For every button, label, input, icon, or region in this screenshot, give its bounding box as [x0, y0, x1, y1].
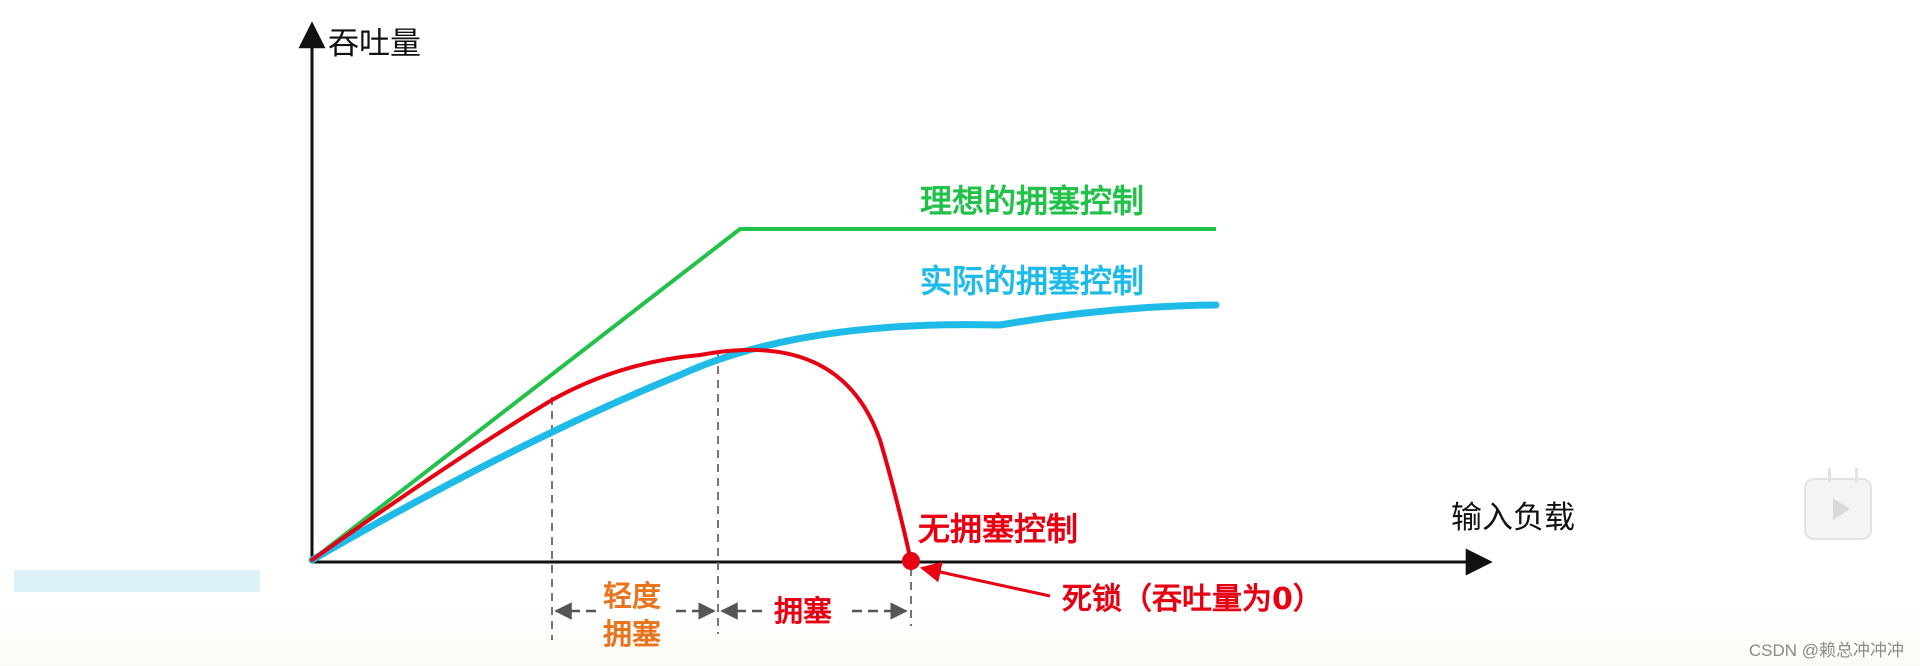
- ideal-curve-label: 理想的拥塞控制: [920, 182, 1144, 220]
- bilibili-play-icon[interactable]: [1804, 478, 1872, 540]
- deadlock-pointer-arrow: [919, 561, 1051, 598]
- no-control-curve-label: 无拥塞控制: [918, 510, 1078, 548]
- light-congestion-label-line2: 拥塞: [603, 617, 661, 651]
- ideal-curve: [310, 227, 1216, 562]
- bottom-fade: [0, 600, 1920, 666]
- y-axis-label: 吞吐量: [328, 26, 421, 62]
- no-control-curve: [310, 347, 913, 563]
- watermark: CSDN @赖总冲冲冲: [1748, 641, 1904, 660]
- deadlock-label: 死锁（吞吐量为0）: [1062, 582, 1323, 617]
- congestion-label: 拥塞: [774, 594, 832, 628]
- play-triangle-icon: [1832, 498, 1850, 520]
- light-congestion-label-line1: 轻度: [603, 579, 661, 613]
- deadlock-point: [902, 552, 920, 570]
- actual-curve: [308, 301, 1220, 564]
- x-axis-label: 输入负载: [1451, 500, 1575, 536]
- left-smudge: [14, 570, 260, 592]
- actual-curve-label: 实际的拥塞控制: [920, 262, 1144, 300]
